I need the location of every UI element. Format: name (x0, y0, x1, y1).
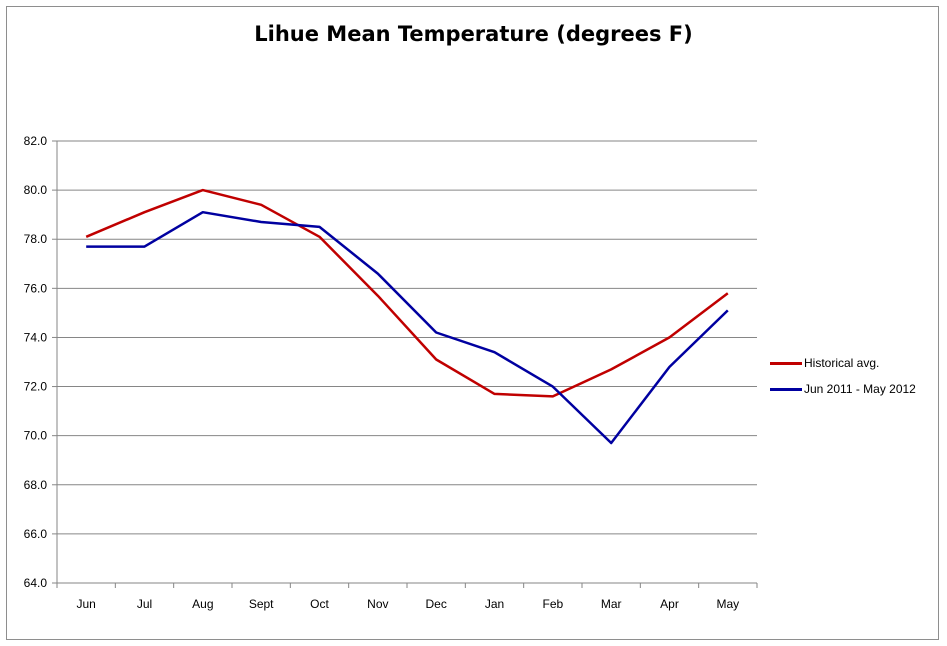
x-tick-label: Jun (76, 597, 95, 611)
y-tick-label: 74.0 (24, 330, 48, 344)
x-tick-label: Apr (660, 597, 679, 611)
x-tick-label: May (716, 597, 739, 611)
y-tick-label: 70.0 (24, 429, 48, 443)
gridlines (57, 140, 757, 535)
y-tick-label: 72.0 (24, 380, 48, 394)
legend: Historical avg. Jun 2011 - May 2012 (770, 350, 916, 402)
x-tick-label: Oct (310, 597, 329, 611)
y-tick-label: 68.0 (24, 478, 48, 492)
x-tick-label: Mar (601, 597, 622, 611)
x-tick-label: Nov (367, 597, 388, 611)
chart-title: Lihue Mean Temperature (degrees F) (254, 22, 693, 46)
x-tick-labels: Jun Jul Aug Sept Oct Nov Dec Jan Feb Mar Apr May (76, 597, 739, 611)
x-tick-label: Jan (485, 597, 504, 611)
y-tick-label: 82.0 (24, 134, 48, 148)
legend-item-2011-2012: Jun 2011 - May 2012 (770, 376, 916, 402)
x-tick-label: Aug (192, 597, 213, 611)
y-tick-label: 66.0 (24, 527, 48, 541)
y-tick-label: 76.0 (24, 281, 48, 295)
series-line-1 (86, 210, 729, 445)
legend-label-2011-2012: Jun 2011 - May 2012 (804, 382, 916, 396)
series-line-0 (85, 188, 729, 398)
x-tick-label: Feb (542, 597, 563, 611)
y-tick-label: 64.0 (24, 576, 48, 590)
y-tick-label: 80.0 (24, 183, 48, 197)
legend-label-historical: Historical avg. (804, 356, 880, 370)
x-tick-label: Jul (137, 597, 152, 611)
legend-swatch-historical (770, 361, 802, 365)
x-tick-label: Sept (249, 597, 274, 611)
legend-swatch-2011-2012 (770, 387, 802, 391)
y-tick-label: 78.0 (24, 232, 48, 246)
y-tick-labels: 64.0 66.0 68.0 70.0 72.0 74.0 76.0 78.0 80.0 82.0 (24, 134, 48, 590)
x-tick-label: Dec (425, 597, 446, 611)
legend-item-historical: Historical avg. (770, 350, 916, 376)
axes (52, 140, 758, 588)
series-lines (85, 188, 729, 445)
